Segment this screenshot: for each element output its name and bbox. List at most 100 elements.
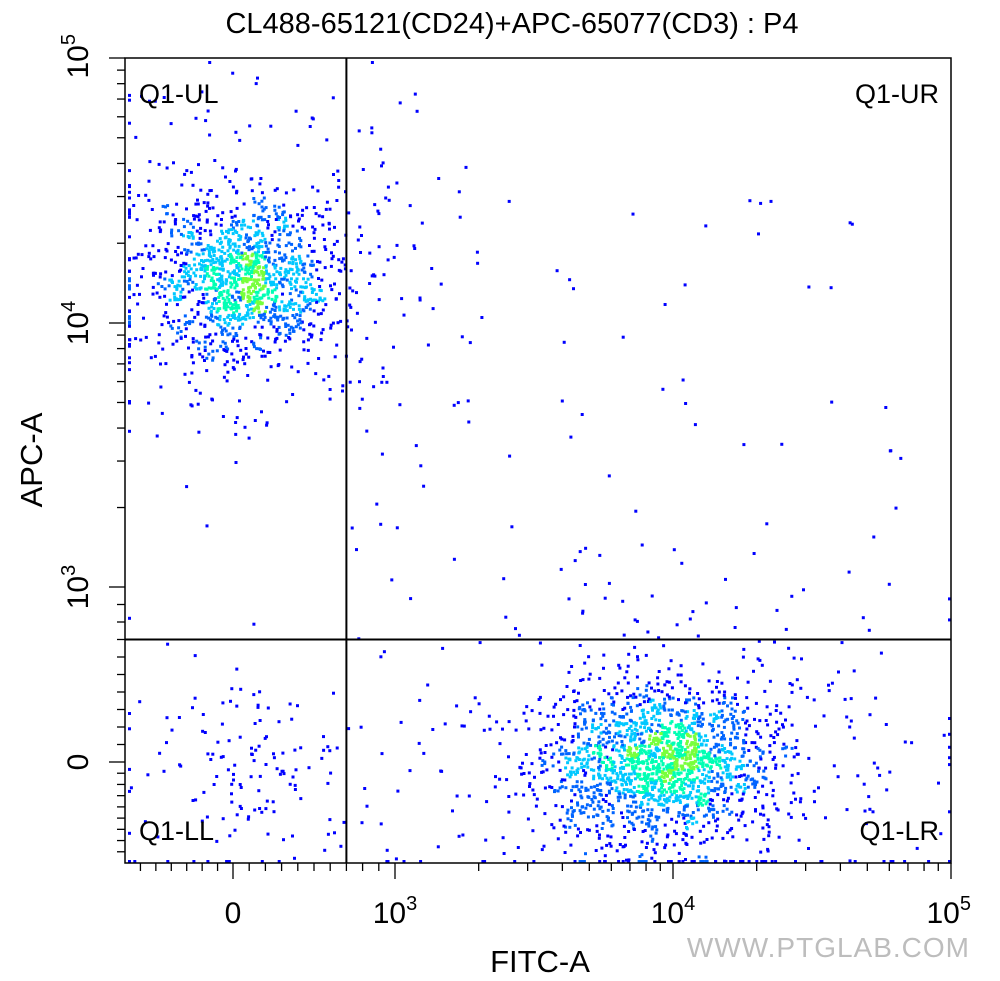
event-point (724, 577, 727, 581)
event-point (151, 285, 155, 289)
event-point (221, 166, 225, 170)
event-point (631, 212, 635, 216)
event-point (693, 778, 696, 782)
event-point (584, 806, 588, 810)
event-point (227, 313, 231, 317)
event-point (327, 222, 331, 226)
event-point (731, 721, 735, 725)
event-point (132, 204, 136, 207)
event-point (128, 343, 131, 346)
event-point (241, 322, 245, 326)
event-point (292, 272, 296, 276)
event-point (294, 768, 298, 772)
event-point (151, 292, 155, 296)
event-point (267, 277, 271, 281)
event-point (696, 795, 700, 799)
event-point (571, 734, 575, 738)
event-point (266, 247, 270, 251)
event-point (135, 218, 139, 222)
event-point (665, 810, 669, 814)
event-point (687, 763, 691, 767)
event-point (187, 231, 191, 234)
event-point (253, 244, 257, 248)
event-point (654, 781, 658, 785)
event-point (754, 783, 757, 787)
event-point (530, 762, 534, 766)
event-point (209, 758, 213, 761)
event-point (598, 553, 602, 557)
event-point (626, 777, 629, 781)
event-point (372, 385, 376, 389)
event-point (329, 284, 332, 288)
event-point (234, 421, 238, 424)
event-point (583, 720, 587, 724)
event-point (177, 716, 181, 719)
event-point (790, 594, 794, 598)
event-point (241, 288, 245, 292)
event-point (665, 741, 669, 745)
event-point (666, 833, 670, 837)
event-point (310, 333, 314, 337)
event-point (676, 737, 680, 741)
event-point (695, 714, 699, 718)
event-point (258, 254, 262, 258)
event-point (209, 318, 212, 322)
event-point (640, 543, 644, 547)
event-point (298, 326, 302, 330)
event-point (622, 824, 626, 828)
event-point (226, 270, 230, 274)
event-point (197, 300, 201, 303)
event-point (618, 753, 622, 757)
event-point (333, 282, 336, 286)
event-point (272, 325, 276, 329)
event-point (230, 314, 234, 318)
event-point (223, 251, 227, 255)
event-point (596, 813, 600, 817)
event-point (278, 331, 282, 335)
event-point (643, 829, 647, 832)
event-point (284, 333, 288, 337)
event-point (650, 813, 653, 817)
event-point (663, 697, 666, 701)
event-point (663, 749, 667, 753)
event-point (669, 721, 673, 725)
event-point (268, 351, 272, 354)
event-point (714, 829, 718, 833)
event-point (234, 432, 238, 436)
event-point (212, 307, 216, 310)
event-point (455, 794, 459, 798)
event-point (278, 226, 281, 230)
event-point (678, 726, 681, 730)
event-point (273, 299, 277, 303)
event-point (597, 746, 601, 750)
event-point (616, 731, 620, 735)
event-point (597, 735, 601, 739)
event-point (733, 736, 737, 740)
event-point (310, 249, 314, 253)
event-point (723, 696, 727, 700)
event-point (829, 286, 833, 290)
event-point (775, 608, 779, 612)
event-point (577, 691, 580, 695)
event-point (269, 283, 273, 287)
event-point (681, 756, 684, 760)
event-point (649, 834, 653, 838)
event-point (697, 706, 701, 710)
event-point (682, 733, 685, 736)
event-point (616, 774, 620, 778)
event-point (584, 546, 588, 550)
event-point (603, 860, 607, 863)
event-point (707, 770, 711, 774)
event-point (744, 741, 748, 745)
event-point (677, 748, 681, 752)
event-point (283, 224, 287, 228)
event-point (681, 709, 685, 713)
event-point (634, 753, 638, 757)
event-point (163, 294, 167, 298)
event-point (762, 837, 766, 841)
event-point (211, 302, 214, 306)
event-point (666, 767, 669, 771)
event-point (246, 294, 250, 298)
event-point (199, 226, 203, 230)
event-point (144, 335, 148, 339)
